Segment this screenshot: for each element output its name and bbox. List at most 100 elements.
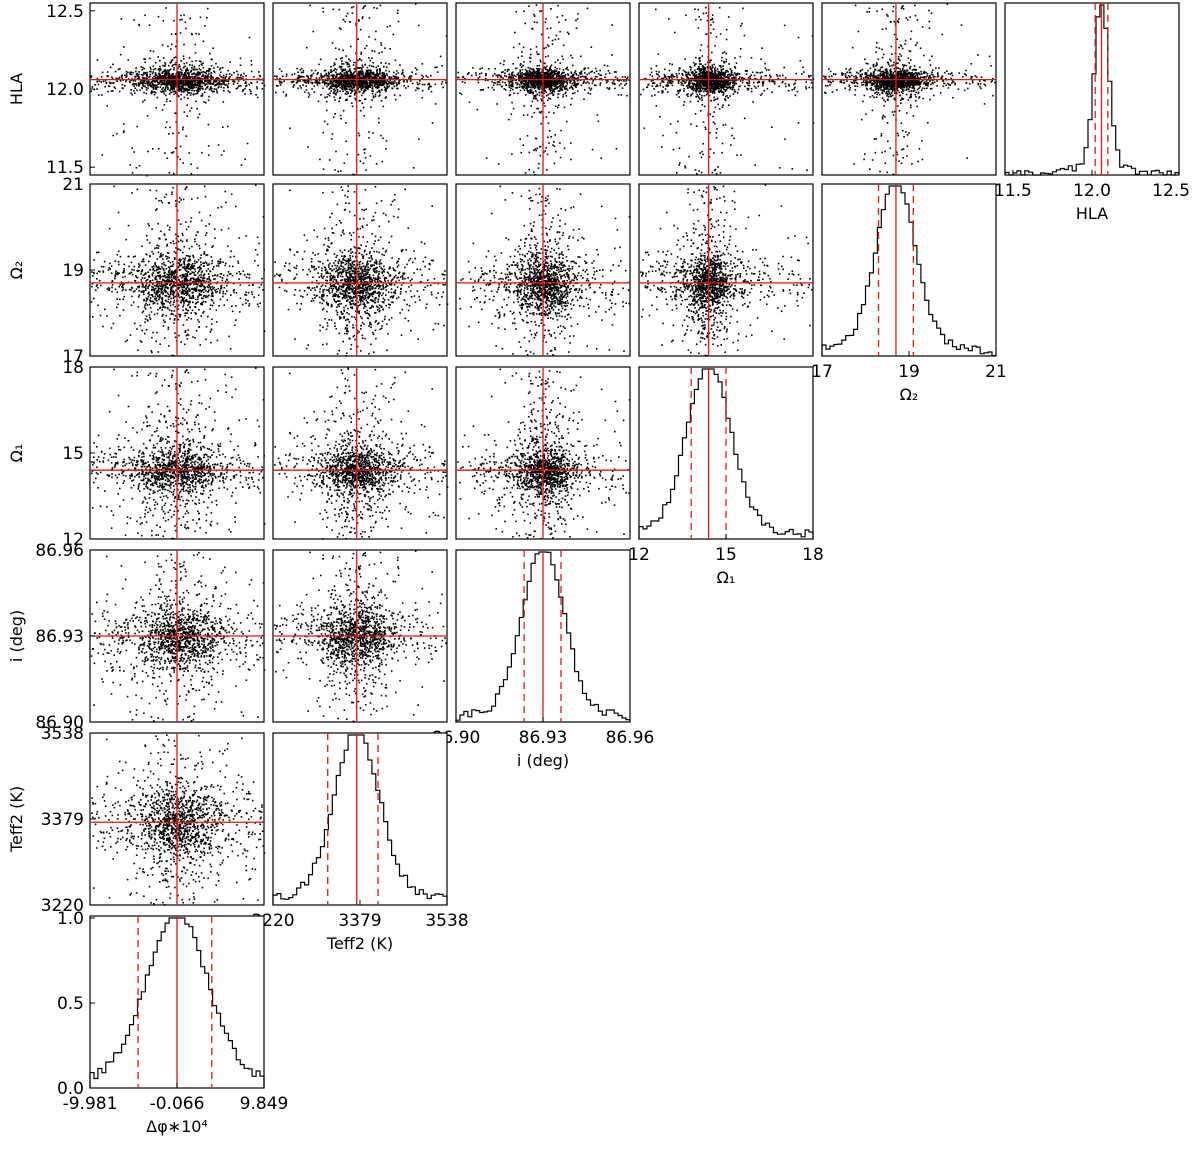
sample-point [733, 84, 736, 86]
sample-point [299, 69, 302, 71]
sample-point [512, 88, 514, 91]
sample-point [565, 95, 568, 97]
sample-point [583, 67, 586, 70]
sample-point [343, 85, 345, 87]
sample-point [709, 65, 712, 68]
sample-point [279, 68, 281, 70]
sample-point [353, 68, 356, 70]
sample-point [250, 60, 253, 62]
sample-point [186, 67, 188, 70]
sample-point [514, 82, 517, 84]
sample-point [278, 80, 281, 83]
sample-point [532, 91, 534, 94]
sample-point [547, 69, 549, 72]
sample-point [223, 90, 225, 92]
sample-point [195, 86, 198, 89]
sample-point [367, 72, 369, 75]
sample-point [351, 102, 353, 104]
sample-point [375, 77, 377, 80]
sample-point [171, 73, 173, 76]
sample-point [203, 91, 206, 94]
sample-point [159, 59, 161, 62]
sample-point [538, 72, 540, 74]
sample-point [191, 60, 193, 63]
sample-point [418, 87, 420, 90]
sample-point [345, 78, 348, 80]
sample-point [343, 81, 346, 83]
sample-point [396, 12, 399, 14]
sample-point [331, 75, 334, 77]
sample-point [306, 75, 308, 77]
sample-point [518, 43, 521, 45]
sample-point [241, 90, 244, 93]
sample-point [353, 80, 356, 82]
sample-point [308, 80, 310, 82]
sample-point [476, 108, 479, 111]
sample-point [539, 68, 541, 70]
sample-point [227, 86, 229, 89]
sample-point [721, 56, 723, 59]
sample-point [199, 89, 201, 91]
sample-point [276, 75, 278, 78]
sample-point [199, 77, 202, 80]
sample-point [130, 92, 132, 94]
sample-point [736, 91, 739, 94]
sample-point [545, 46, 547, 49]
sample-point [724, 98, 726, 100]
sample-point [764, 62, 766, 65]
sample-point [785, 85, 787, 88]
sample-point [220, 80, 222, 82]
sample-point [207, 99, 210, 102]
sample-point [311, 81, 314, 84]
sample-point [171, 72, 174, 75]
sample-point [714, 98, 716, 101]
sample-point [710, 32, 712, 34]
sample-point [335, 81, 338, 83]
sample-point [573, 92, 576, 94]
sample-point [352, 173, 354, 176]
sample-point [201, 85, 203, 88]
sample-point [182, 126, 184, 129]
sample-point [172, 85, 175, 87]
sample-point [191, 67, 193, 69]
sample-point [588, 72, 590, 75]
sample-point [505, 84, 507, 86]
sample-point [174, 147, 177, 149]
sample-point [150, 92, 153, 95]
sample-point [378, 52, 380, 54]
sample-point [298, 76, 301, 78]
sample-point [761, 81, 764, 84]
sample-point [209, 83, 211, 85]
sample-point [539, 145, 542, 148]
sample-point [338, 100, 340, 103]
sample-point [574, 70, 577, 72]
sample-point [346, 74, 349, 76]
sample-point [276, 85, 278, 87]
sample-point [332, 8, 335, 11]
sample-point [396, 78, 398, 80]
sample-point [322, 11, 325, 13]
sample-point [523, 86, 525, 88]
sample-point [566, 81, 568, 84]
sample-point [213, 70, 215, 73]
sample-point [237, 85, 240, 87]
sample-point [345, 85, 347, 88]
sample-point [210, 72, 212, 74]
sample-point [324, 69, 327, 72]
sample-point [557, 96, 559, 99]
sample-point [167, 75, 170, 78]
sample-point [177, 81, 179, 83]
sample-point [503, 60, 505, 62]
sample-point [180, 60, 182, 62]
sample-point [227, 80, 230, 83]
sample-point [321, 76, 323, 79]
sample-point [703, 68, 705, 70]
sample-point [719, 87, 722, 89]
sample-point [181, 82, 183, 85]
sample-point [170, 81, 172, 83]
sample-point [642, 88, 645, 91]
sample-point [562, 83, 564, 86]
sample-point [608, 72, 611, 74]
sample-point [696, 173, 698, 175]
sample-point [188, 80, 191, 82]
